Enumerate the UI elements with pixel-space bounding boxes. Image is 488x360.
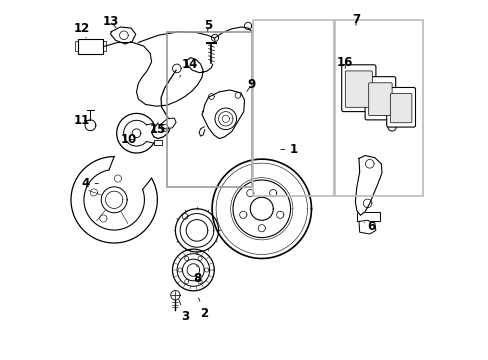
Text: 1: 1	[280, 143, 298, 156]
FancyBboxPatch shape	[345, 71, 371, 107]
Text: 3: 3	[179, 300, 189, 323]
FancyBboxPatch shape	[389, 94, 411, 123]
Text: 2: 2	[198, 298, 208, 320]
Polygon shape	[202, 90, 244, 139]
Text: 10: 10	[120, 133, 137, 146]
Polygon shape	[358, 220, 375, 234]
Text: 8: 8	[192, 266, 201, 285]
FancyBboxPatch shape	[365, 77, 395, 120]
Polygon shape	[110, 27, 136, 44]
Bar	[102, 41, 105, 51]
FancyBboxPatch shape	[386, 87, 415, 127]
Bar	[75, 41, 78, 51]
Text: 14: 14	[179, 58, 198, 77]
Bar	[154, 140, 162, 145]
Text: 16: 16	[336, 57, 353, 69]
Text: 4: 4	[81, 177, 98, 190]
FancyBboxPatch shape	[341, 65, 375, 112]
Text: 9: 9	[246, 78, 255, 91]
Text: 15: 15	[149, 123, 165, 136]
Text: 5: 5	[203, 19, 211, 32]
Text: 12: 12	[74, 22, 90, 38]
FancyBboxPatch shape	[368, 83, 391, 116]
Bar	[356, 212, 380, 221]
Bar	[78, 39, 102, 54]
Text: 7: 7	[351, 13, 360, 26]
Bar	[335, 20, 422, 196]
Text: 11: 11	[74, 114, 90, 127]
Bar	[253, 20, 333, 196]
Text: 6: 6	[364, 220, 375, 233]
Text: 13: 13	[103, 15, 119, 28]
Bar	[167, 32, 251, 187]
Polygon shape	[160, 118, 176, 129]
Polygon shape	[355, 156, 381, 215]
